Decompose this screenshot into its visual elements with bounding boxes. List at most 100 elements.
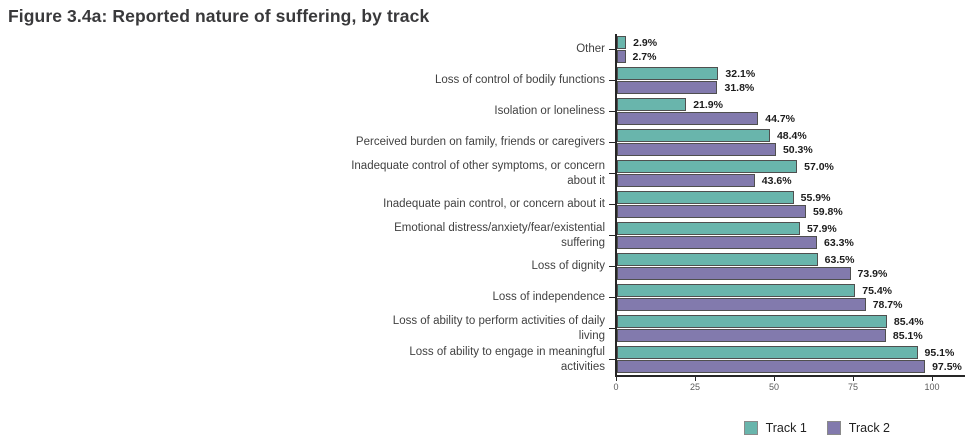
- value-label: 85.4%: [893, 315, 924, 328]
- bar-line: 63.3%: [617, 236, 973, 249]
- category-label: Isolation or loneliness: [494, 105, 605, 118]
- value-label: 21.9%: [693, 98, 723, 111]
- bar-track2: [617, 267, 851, 280]
- bar-track2: [617, 143, 776, 156]
- bar-chart: Other 2.9% 2.7% Loss of control of bodily f…: [0, 34, 975, 399]
- bar-track2: [617, 329, 886, 342]
- x-tick-mark: [695, 377, 696, 381]
- bar-line: 95.1%: [617, 346, 973, 359]
- chart-rows: Other 2.9% 2.7% Loss of control of bodily f…: [0, 34, 975, 375]
- y-tick-mark: [609, 204, 616, 205]
- y-tick-mark: [609, 297, 616, 298]
- bar-track1: [617, 36, 627, 49]
- bar-line: 97.5%: [617, 360, 973, 373]
- category-label: Other: [576, 43, 605, 56]
- chart-row: Perceived burden on family, friends or c…: [0, 127, 975, 158]
- category-label: Loss of ability to perform activities of…: [392, 315, 605, 342]
- bar-line: 63.5%: [617, 253, 973, 266]
- bar-track1: [617, 160, 798, 173]
- bar-group: 63.5% 73.9%: [617, 253, 973, 280]
- category-label: Loss of dignity: [531, 260, 605, 273]
- bar-track1: [617, 67, 719, 80]
- bar-track2: [617, 81, 718, 94]
- bar-track2: [617, 50, 626, 63]
- bar-line: 57.9%: [617, 222, 973, 235]
- y-tick-mark: [609, 266, 616, 267]
- bar-line: 32.1%: [617, 67, 973, 80]
- value-label: 48.4%: [776, 129, 807, 142]
- chart-row: Inadequate pain control, or concern abou…: [0, 189, 975, 220]
- bar-group: 2.9% 2.7%: [617, 36, 973, 63]
- bar-line: 2.9%: [617, 36, 973, 49]
- bar-track2: [617, 174, 755, 187]
- value-label: 32.1%: [725, 67, 756, 80]
- legend-item-track1: Track 1: [743, 421, 807, 435]
- chart-row: Emotional distress/anxiety/fear/existent…: [0, 220, 975, 251]
- bar-line: 31.8%: [617, 81, 973, 94]
- bar-track2: [617, 298, 866, 311]
- bar-group: 75.4% 78.7%: [617, 284, 973, 311]
- category-label: Loss of control of bodily functions: [434, 74, 605, 87]
- chart-row: Loss of control of bodily functions 32.1%…: [0, 65, 975, 96]
- bar-group: 21.9% 44.7%: [617, 98, 973, 125]
- y-tick-mark: [609, 49, 616, 50]
- bar-line: 59.8%: [617, 205, 973, 218]
- legend-label-track1: Track 1: [765, 421, 807, 435]
- bar-group: 32.1% 31.8%: [617, 67, 973, 94]
- value-label: 2.7%: [632, 50, 657, 63]
- legend-item-track2: Track 2: [826, 421, 890, 435]
- value-label: 59.8%: [812, 205, 843, 218]
- chart-row: Loss of ability to engage in meaningful …: [0, 344, 975, 375]
- category-label: Loss of independence: [492, 291, 605, 304]
- value-label: 57.9%: [806, 222, 837, 235]
- bar-track1: [617, 222, 800, 235]
- bar-line: 57.0%: [617, 160, 973, 173]
- figure-title: Figure 3.4a: Reported nature of sufferin…: [8, 6, 430, 26]
- bar-track1: [617, 346, 918, 359]
- y-tick-mark: [609, 111, 616, 112]
- category-label: Loss of ability to engage in meaningful …: [409, 346, 605, 373]
- chart-row: Loss of dignity 63.5% 73.9%: [0, 251, 975, 282]
- x-tick-label: 0: [613, 382, 619, 392]
- bar-line: 2.7%: [617, 50, 973, 63]
- bar-group: 57.9% 63.3%: [617, 222, 973, 249]
- x-tick-label: 50: [768, 382, 780, 392]
- legend-swatch-track1: [743, 421, 758, 435]
- value-label: 85.1%: [892, 329, 923, 342]
- bar-line: 44.7%: [617, 112, 973, 125]
- bar-line: 75.4%: [617, 284, 973, 297]
- bar-track1: [617, 253, 818, 266]
- bar-track1: [617, 129, 770, 142]
- chart-row: Loss of ability to perform activities of…: [0, 313, 975, 344]
- chart-row: Loss of independence 75.4% 78.7%: [0, 282, 975, 313]
- x-tick-label: 100: [924, 382, 940, 392]
- bar-line: 48.4%: [617, 129, 973, 142]
- value-label: 73.9%: [857, 267, 888, 280]
- bar-group: 55.9% 59.8%: [617, 191, 973, 218]
- bar-track1: [617, 284, 856, 297]
- bar-group: 48.4% 50.3%: [617, 129, 973, 156]
- y-tick-mark: [609, 235, 616, 236]
- x-axis-line: [615, 375, 965, 377]
- legend-label-track2: Track 2: [848, 421, 890, 435]
- bar-line: 55.9%: [617, 191, 973, 204]
- bar-track1: [617, 315, 887, 328]
- value-label: 43.6%: [761, 174, 792, 187]
- bar-track2: [617, 360, 926, 373]
- bar-track2: [617, 112, 759, 125]
- legend-swatch-track2: [826, 421, 841, 435]
- value-label: 95.1%: [924, 346, 955, 359]
- x-axis-ticks: 0 25 50 75 100: [613, 377, 966, 397]
- bar-group: 57.0% 43.6%: [617, 160, 973, 187]
- value-label: 57.0%: [804, 160, 834, 173]
- bar-track2: [617, 236, 818, 249]
- bar-line: 50.3%: [617, 143, 973, 156]
- x-tick-mark: [774, 377, 775, 381]
- category-label: Perceived burden on family, friends or c…: [355, 136, 605, 149]
- value-label: 44.7%: [765, 112, 796, 125]
- chart-row: Other 2.9% 2.7%: [0, 34, 975, 65]
- bar-group: 95.1% 97.5%: [617, 346, 973, 373]
- category-label: Emotional distress/anxiety/fear/existent…: [394, 222, 605, 249]
- category-label: Inadequate control of other symptoms, or…: [351, 160, 605, 187]
